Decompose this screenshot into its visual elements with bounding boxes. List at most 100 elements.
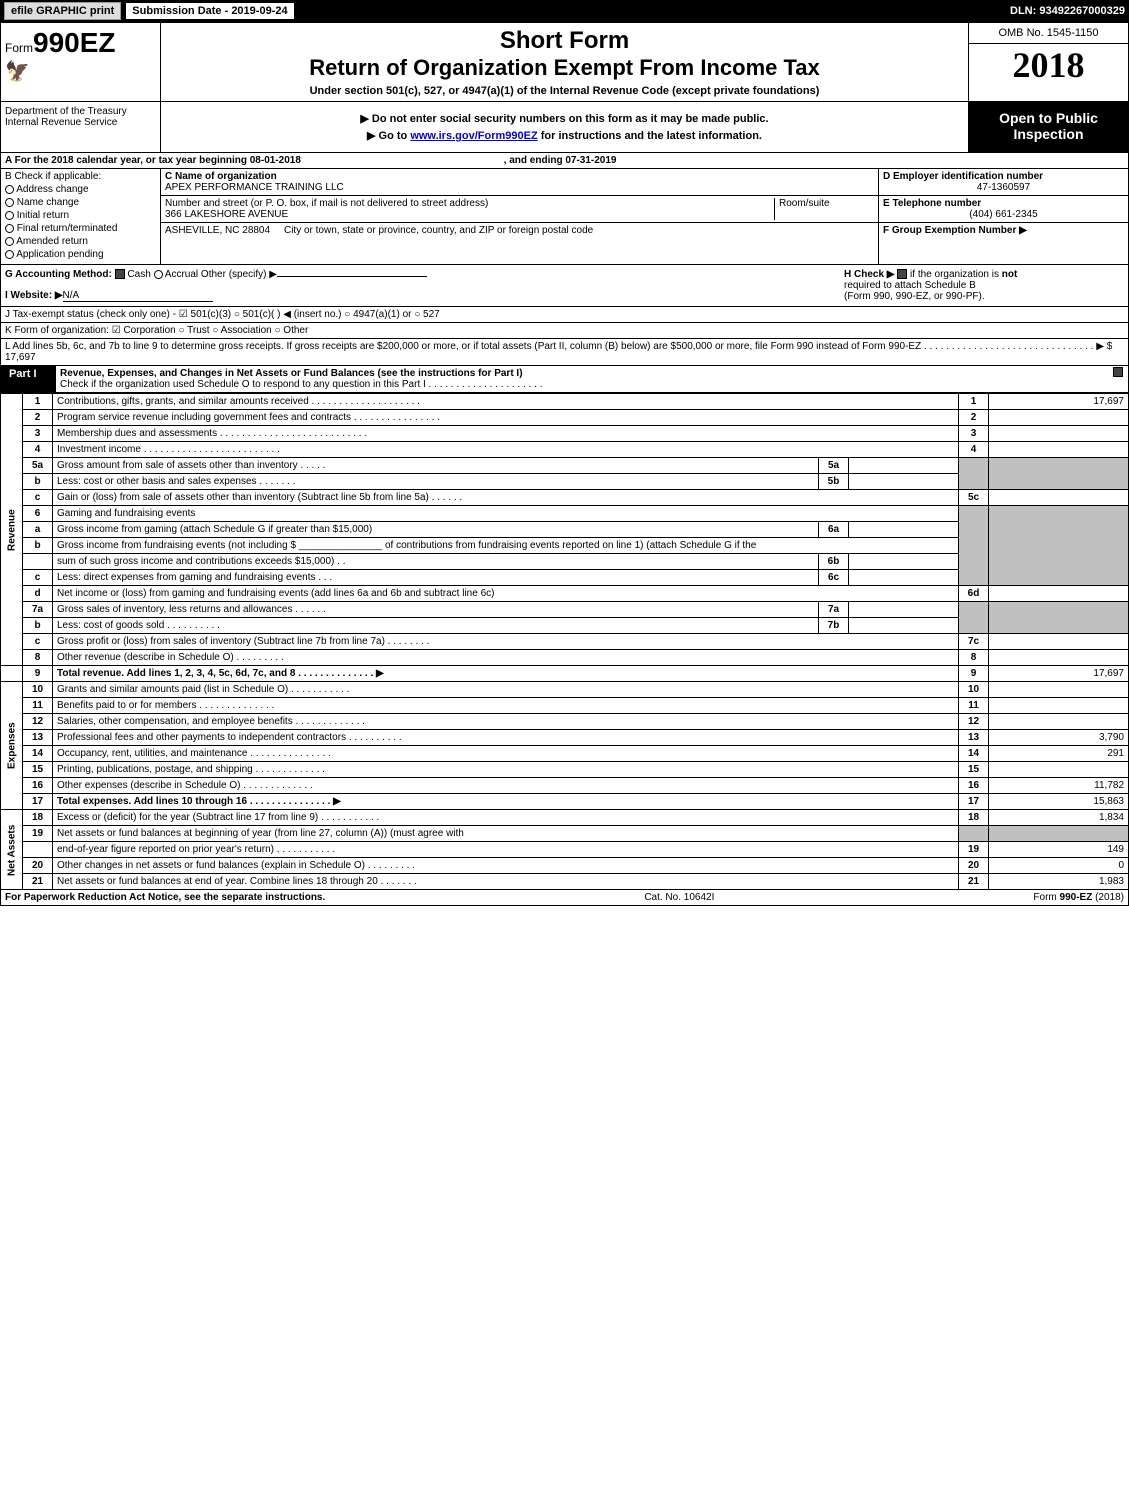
check-label: Initial return bbox=[17, 210, 69, 221]
topbar-left: efile GRAPHIC print Submission Date - 20… bbox=[4, 2, 295, 20]
other-specify-input[interactable] bbox=[277, 276, 427, 277]
street-value: 366 LAKESHORE AVENUE bbox=[165, 209, 774, 220]
line-rnum: 1 bbox=[959, 394, 989, 410]
line-rnum: 6d bbox=[959, 586, 989, 602]
table-row: 7aGross sales of inventory, less returns… bbox=[1, 602, 1129, 618]
table-row: 11Benefits paid to or for members . . . … bbox=[1, 698, 1129, 714]
mid-val bbox=[849, 570, 959, 586]
line-num bbox=[23, 842, 53, 858]
footer-right: Form 990-EZ (2018) bbox=[1033, 892, 1124, 903]
radio-icon[interactable] bbox=[5, 224, 14, 233]
netassets-side-label: Net Assets bbox=[1, 810, 23, 890]
table-row: 9Total revenue. Add lines 1, 2, 3, 4, 5c… bbox=[1, 666, 1129, 682]
radio-icon[interactable] bbox=[5, 198, 14, 207]
radio-icon[interactable] bbox=[5, 185, 14, 194]
accrual-radio[interactable] bbox=[154, 270, 163, 279]
line-num: 9 bbox=[23, 666, 53, 682]
table-row: 4Investment income . . . . . . . . . . .… bbox=[1, 442, 1129, 458]
phone-value: (404) 661-2345 bbox=[883, 209, 1124, 220]
dept-box: Department of the Treasury Internal Reve… bbox=[1, 102, 161, 152]
radio-icon[interactable] bbox=[5, 250, 14, 259]
footer-mid: Cat. No. 10642I bbox=[644, 892, 714, 903]
part1-title-text: Revenue, Expenses, and Changes in Net As… bbox=[60, 368, 523, 379]
city-label: City or town, state or province, country… bbox=[284, 225, 593, 236]
radio-icon[interactable] bbox=[5, 237, 14, 246]
mid-val bbox=[849, 522, 959, 538]
ein-box: D Employer identification number 47-1360… bbox=[879, 169, 1128, 196]
line-val: 3,790 bbox=[989, 730, 1129, 746]
return-title: Return of Organization Exempt From Incom… bbox=[165, 55, 964, 81]
line-desc: Professional fees and other payments to … bbox=[53, 730, 959, 746]
h-checkbox[interactable] bbox=[897, 269, 907, 279]
line-num: c bbox=[23, 634, 53, 650]
line-desc: Other changes in net assets or fund bala… bbox=[53, 858, 959, 874]
section-j: J Tax-exempt status (check only one) - ☑… bbox=[0, 307, 1129, 323]
line-val: 291 bbox=[989, 746, 1129, 762]
org-name-row: C Name of organization APEX PERFORMANCE … bbox=[161, 169, 878, 196]
line-val bbox=[989, 410, 1129, 426]
check-name-change: Name change bbox=[5, 197, 156, 208]
line-val bbox=[989, 586, 1129, 602]
line-rnum: 5c bbox=[959, 490, 989, 506]
open-public: Open to Public bbox=[977, 110, 1120, 126]
line-num: 12 bbox=[23, 714, 53, 730]
street-label: Number and street (or P. O. box, if mail… bbox=[165, 198, 774, 209]
dept-treasury: Department of the Treasury bbox=[5, 106, 156, 117]
line-desc: Less: cost or other basis and sales expe… bbox=[53, 474, 819, 490]
h-not: not bbox=[1002, 269, 1018, 280]
line-rnum: 19 bbox=[959, 842, 989, 858]
goto-line: ▶ Go to www.irs.gov/Form990EZ for instru… bbox=[167, 129, 962, 142]
cash-checkbox[interactable] bbox=[115, 269, 125, 279]
radio-icon[interactable] bbox=[5, 211, 14, 220]
line-rnum: 17 bbox=[959, 794, 989, 810]
section-b-label: B Check if applicable: bbox=[5, 171, 156, 182]
efile-print-button[interactable]: efile GRAPHIC print bbox=[4, 2, 121, 20]
line-num: c bbox=[23, 570, 53, 586]
line-num: 5a bbox=[23, 458, 53, 474]
table-row: 3Membership dues and assessments . . . .… bbox=[1, 426, 1129, 442]
dln: DLN: 93492267000329 bbox=[1010, 5, 1125, 17]
line-num: 10 bbox=[23, 682, 53, 698]
line-val: 149 bbox=[989, 842, 1129, 858]
line-desc: Occupancy, rent, utilities, and maintena… bbox=[53, 746, 959, 762]
mid-num: 6c bbox=[819, 570, 849, 586]
website-label: I Website: ▶ bbox=[5, 290, 63, 301]
line-desc: Gross income from fundraising events (no… bbox=[53, 538, 959, 554]
part1-label: Part I bbox=[1, 366, 56, 392]
city-value: ASHEVILLE, NC 28804 bbox=[165, 225, 270, 236]
accrual-label: Accrual bbox=[165, 269, 198, 280]
ein-value: 47-1360597 bbox=[883, 182, 1124, 193]
section-c: C Name of organization APEX PERFORMANCE … bbox=[161, 169, 878, 264]
line-num: 19 bbox=[23, 826, 53, 842]
goto-link[interactable]: www.irs.gov/Form990EZ bbox=[410, 130, 537, 142]
phone-box: E Telephone number (404) 661-2345 bbox=[879, 196, 1128, 223]
table-row: cGain or (loss) from sale of assets othe… bbox=[1, 490, 1129, 506]
line-num: 21 bbox=[23, 874, 53, 890]
table-row: 6Gaming and fundraising events bbox=[1, 506, 1129, 522]
table-row: 8Other revenue (describe in Schedule O) … bbox=[1, 650, 1129, 666]
line-desc: Other expenses (describe in Schedule O) … bbox=[53, 778, 959, 794]
line-num: 18 bbox=[23, 810, 53, 826]
part1-checkbox[interactable] bbox=[1108, 366, 1128, 392]
line-desc: Other revenue (describe in Schedule O) .… bbox=[53, 650, 959, 666]
blank-side bbox=[1, 666, 23, 682]
line-val: 15,863 bbox=[989, 794, 1129, 810]
row2: Department of the Treasury Internal Reve… bbox=[0, 102, 1129, 153]
line-num: 3 bbox=[23, 426, 53, 442]
line-desc: Gross income from gaming (attach Schedul… bbox=[53, 522, 819, 538]
footer-left: For Paperwork Reduction Act Notice, see … bbox=[5, 892, 325, 903]
line-val bbox=[989, 490, 1129, 506]
form-prefix: Form bbox=[5, 41, 33, 55]
line-desc: Gross amount from sale of assets other t… bbox=[53, 458, 819, 474]
table-row: 20Other changes in net assets or fund ba… bbox=[1, 858, 1129, 874]
irs-label: Internal Revenue Service bbox=[5, 117, 156, 128]
check-label: Final return/terminated bbox=[17, 223, 118, 234]
mid-num: 5b bbox=[819, 474, 849, 490]
line-num: 11 bbox=[23, 698, 53, 714]
part1-header: Part I Revenue, Expenses, and Changes in… bbox=[0, 366, 1129, 393]
line-num: c bbox=[23, 490, 53, 506]
line-val bbox=[989, 714, 1129, 730]
section-d: D Employer identification number 47-1360… bbox=[878, 169, 1128, 264]
shaded-cell bbox=[959, 458, 989, 490]
section-a-mid: , and ending bbox=[504, 155, 566, 166]
